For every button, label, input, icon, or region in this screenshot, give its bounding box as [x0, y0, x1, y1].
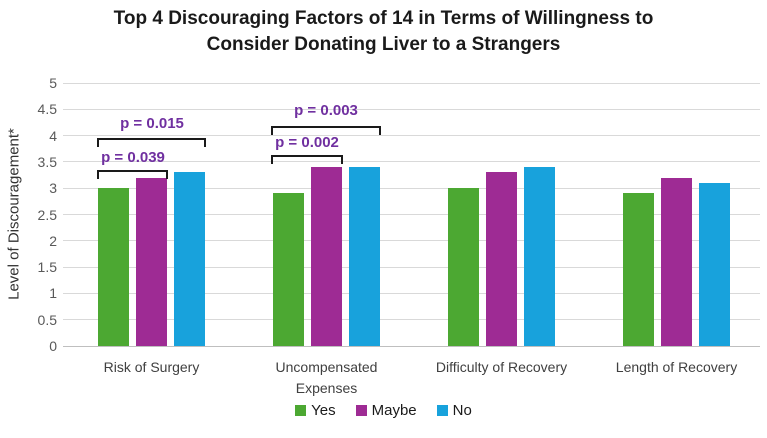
gridline: [63, 292, 760, 294]
p-value-label: p = 0.002: [275, 134, 339, 151]
x-category-label: Difficulty of Recovery: [435, 359, 568, 375]
p-value-label: p = 0.003: [294, 102, 358, 119]
bar-yes-1: [98, 188, 129, 346]
bar-no-3: [524, 167, 555, 346]
legend-item-maybe: Maybe: [355, 402, 417, 419]
y-tick-label: 1.5: [37, 259, 57, 276]
bar-no-1: [174, 172, 205, 346]
legend-item-no: No: [436, 402, 472, 419]
bar-maybe-1: [136, 177, 167, 346]
bar-yes-2: [273, 193, 304, 346]
legend-swatch-maybe: [355, 405, 367, 416]
y-tick-label: 2.5: [37, 206, 57, 223]
y-tick-label: 0: [49, 338, 57, 354]
bar-maybe-3: [486, 172, 517, 346]
gridline: [63, 108, 760, 110]
legend: Yes Maybe No: [0, 402, 767, 419]
significance-bracket: [97, 170, 168, 179]
significance-bracket: [271, 155, 343, 164]
significance-bracket: [271, 126, 381, 135]
y-tick-label: 1: [49, 285, 57, 302]
gridline: [63, 82, 760, 84]
bar-no-2: [349, 167, 380, 346]
y-tick-label: 5: [49, 75, 57, 91]
bar-yes-3: [448, 188, 479, 346]
x-category-label: Length of Recovery: [615, 359, 738, 375]
gridline: [63, 187, 760, 189]
bar-maybe-4: [661, 177, 692, 346]
y-tick-label: 4: [49, 127, 57, 144]
gridline: [63, 266, 760, 268]
y-tick-label: 4.5: [37, 101, 57, 118]
bar-no-4: [699, 182, 730, 346]
x-axis-line: [63, 345, 760, 347]
p-value-label: p = 0.039: [101, 149, 165, 166]
legend-item-yes: Yes: [295, 402, 336, 419]
gridline: [63, 135, 760, 137]
legend-label: Yes: [311, 402, 336, 419]
gridline: [63, 214, 760, 215]
chart-title: Top 4 Discouraging Factors of 14 in Term…: [113, 8, 654, 55]
legend-swatch-no: [436, 405, 448, 416]
bar-maybe-2: [311, 167, 342, 346]
legend-label: No: [452, 402, 472, 419]
legend-swatch-yes: [295, 405, 307, 416]
y-tick-label: 3: [49, 180, 57, 197]
x-category-label: Uncompensated Expenses: [275, 359, 378, 396]
p-value-label: p = 0.015: [120, 115, 184, 132]
x-category-label: Risk of Surgery: [103, 359, 200, 375]
y-tick-label: 2: [49, 232, 57, 249]
gridline: [63, 240, 760, 242]
y-tick-label: 3.5: [37, 153, 57, 170]
legend-label: Maybe: [371, 402, 417, 419]
gridline: [63, 161, 760, 163]
y-tick-label: 0.5: [37, 311, 57, 328]
gridline: [63, 319, 760, 321]
significance-bracket: [97, 138, 206, 147]
bar-yes-4: [623, 193, 654, 346]
